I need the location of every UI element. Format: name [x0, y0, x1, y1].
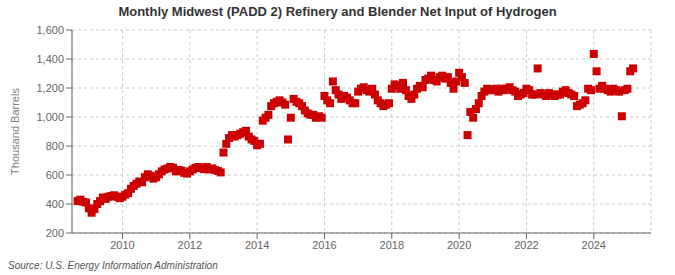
svg-text:400: 400	[46, 198, 64, 210]
svg-text:1,400: 1,400	[36, 53, 64, 65]
html-text:Source: U.S. Energy Informatio: Source: U.S. Energy Information Administ…	[8, 260, 218, 271]
svg-text:2024: 2024	[582, 239, 606, 251]
svg-text:800: 800	[46, 140, 64, 152]
html-text:Monthly Midwest (PADD 2) Refin: Monthly Midwest (PADD 2) Refinery and Bl…	[118, 4, 557, 19]
svg-text:1,200: 1,200	[36, 82, 64, 94]
svg-text:2010: 2010	[110, 239, 134, 251]
svg-text:2014: 2014	[245, 239, 269, 251]
svg-text:2020: 2020	[447, 239, 471, 251]
svg-text:2012: 2012	[178, 239, 202, 251]
svg-text:2016: 2016	[312, 239, 336, 251]
svg-text:2022: 2022	[514, 239, 538, 251]
svg-text:Thousand Barrels: Thousand Barrels	[9, 88, 21, 175]
svg-text:600: 600	[46, 169, 64, 181]
svg-text:200: 200	[46, 227, 64, 239]
svg-text:1,000: 1,000	[36, 111, 64, 123]
svg-text:2018: 2018	[380, 239, 404, 251]
svg-text:1,600: 1,600	[36, 24, 64, 36]
